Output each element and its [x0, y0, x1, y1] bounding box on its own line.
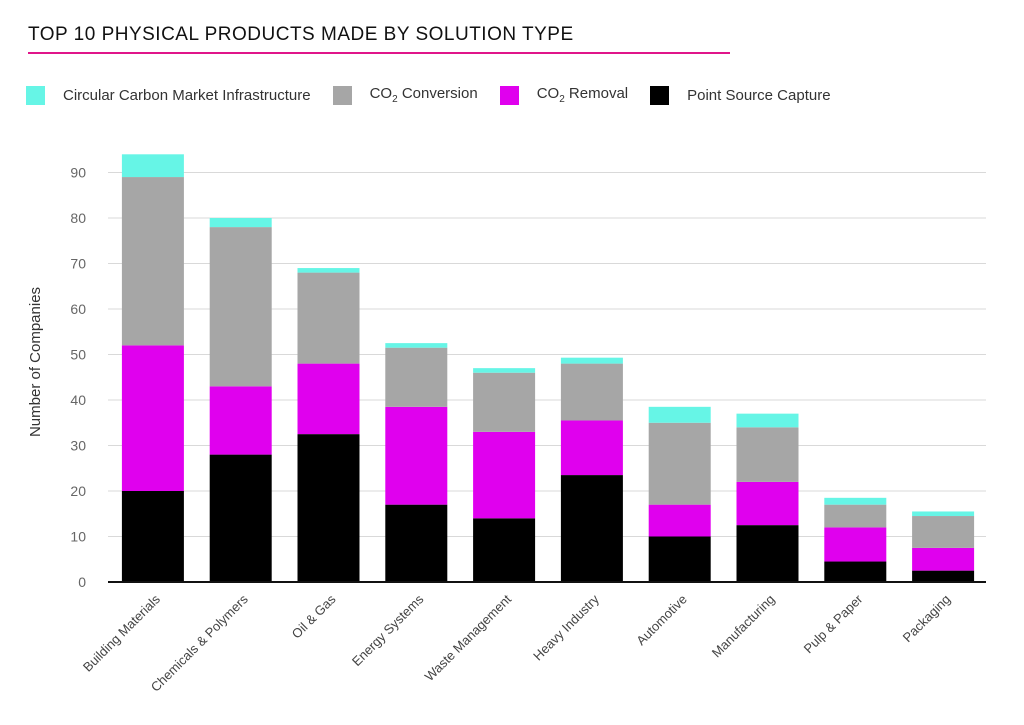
x-tick-label: Packaging: [900, 592, 954, 646]
y-tick-label: 30: [70, 438, 86, 454]
bar-segment-co2-conversion: [648, 422, 711, 505]
bar-segment-co2-removal: [736, 481, 799, 526]
bar-segment-co2-conversion: [912, 516, 975, 548]
bar-segment-point-source-capture: [560, 475, 623, 582]
bar-segment-co2-conversion: [824, 504, 887, 528]
bar-segment-circular-carbon-market-infrastructure: [297, 268, 360, 273]
x-tick-label: Manufacturing: [709, 592, 778, 661]
legend-swatch-co2-removal: [499, 85, 519, 105]
title-underline: [28, 52, 730, 54]
bar-segment-point-source-capture: [824, 561, 887, 582]
bar-segment-point-source-capture: [736, 525, 799, 582]
y-tick-label: 20: [70, 483, 86, 499]
bar-segment-circular-carbon-market-infrastructure: [473, 368, 536, 373]
bar-segment-co2-conversion: [297, 272, 360, 364]
legend-swatch-point-source: [650, 85, 670, 105]
bar-segment-co2-removal: [560, 420, 623, 476]
y-tick-label: 80: [70, 210, 86, 226]
bar-segment-circular-carbon-market-infrastructure: [736, 413, 799, 428]
bar-segment-point-source-capture: [648, 536, 711, 582]
y-tick-label: 40: [70, 392, 86, 408]
bar-segment-co2-removal: [297, 363, 360, 435]
legend-swatch-co2-conversion: [332, 85, 352, 105]
bar-segment-circular-carbon-market-infrastructure: [824, 497, 887, 505]
x-tick-label: Waste Management: [422, 591, 515, 684]
bar-segment-co2-removal: [912, 547, 975, 571]
legend-swatch-circular-carbon: [26, 85, 45, 105]
y-tick-label: 10: [70, 529, 86, 545]
x-tick-label: Automotive: [633, 592, 690, 649]
legend-item-co2-conversion: CO2 Conversion: [332, 85, 478, 105]
bar-segment-circular-carbon-market-infrastructure: [912, 511, 975, 517]
legend-label-circular-carbon: Circular Carbon Market Infrastructure: [63, 86, 311, 104]
bar-segment-point-source-capture: [297, 434, 360, 582]
y-tick-label: 50: [70, 347, 86, 363]
legend-label-co2-conversion: CO2 Conversion: [369, 85, 478, 105]
y-tick-label: 70: [70, 256, 86, 272]
bar-segment-co2-conversion: [736, 427, 799, 482]
bar-segment-point-source-capture: [912, 570, 975, 582]
bar-segment-co2-conversion: [385, 347, 448, 407]
legend-label-point-source: Point Source Capture: [687, 86, 831, 104]
bar-segment-co2-removal: [473, 431, 536, 519]
legend: Circular Carbon Market Infrastructure CO…: [26, 85, 853, 105]
bar-segment-point-source-capture: [209, 454, 272, 582]
bar-segment-circular-carbon-market-infrastructure: [560, 357, 623, 364]
bar-segment-circular-carbon-market-infrastructure: [121, 154, 184, 178]
x-tick-label: Heavy Industry: [530, 591, 602, 663]
y-tick-label: 0: [78, 574, 86, 590]
bar-segment-co2-conversion: [473, 372, 536, 432]
x-tick-label: Energy Systems: [349, 591, 427, 669]
bar-segment-point-source-capture: [385, 504, 448, 582]
y-tick-label: 90: [70, 165, 86, 181]
bar-segment-co2-conversion: [121, 177, 184, 346]
bar-segment-co2-removal: [385, 406, 448, 505]
y-axis-label: Number of Companies: [27, 287, 44, 437]
bar-segment-co2-removal: [824, 527, 887, 562]
legend-item-circular-carbon: Circular Carbon Market Infrastructure: [26, 85, 311, 105]
legend-item-point-source: Point Source Capture: [650, 85, 831, 105]
bar-segment-co2-removal: [209, 386, 272, 455]
bar-segment-point-source-capture: [473, 518, 536, 582]
legend-item-co2-removal: CO2 Removal: [499, 85, 629, 105]
x-tick-label: Oil & Gas: [289, 591, 339, 641]
bar-segment-co2-removal: [648, 504, 711, 537]
legend-label-co2-removal: CO2 Removal: [536, 85, 629, 105]
x-tick-label: Pulp & Paper: [801, 591, 866, 656]
x-tick-label: Chemicals & Polymers: [148, 591, 251, 694]
bar-segment-point-source-capture: [121, 491, 184, 582]
bar-segment-co2-conversion: [560, 363, 623, 421]
x-tick-label: Building Materials: [80, 591, 164, 675]
bar-segment-circular-carbon-market-infrastructure: [209, 218, 272, 228]
chart-title: TOP 10 PHYSICAL PRODUCTS MADE BY SOLUTIO…: [28, 24, 574, 45]
bar-segment-co2-conversion: [209, 227, 272, 387]
bar-segment-circular-carbon-market-infrastructure: [385, 343, 448, 348]
y-tick-label: 60: [70, 301, 86, 317]
bar-segment-circular-carbon-market-infrastructure: [648, 406, 711, 423]
bar-segment-co2-removal: [121, 345, 184, 491]
